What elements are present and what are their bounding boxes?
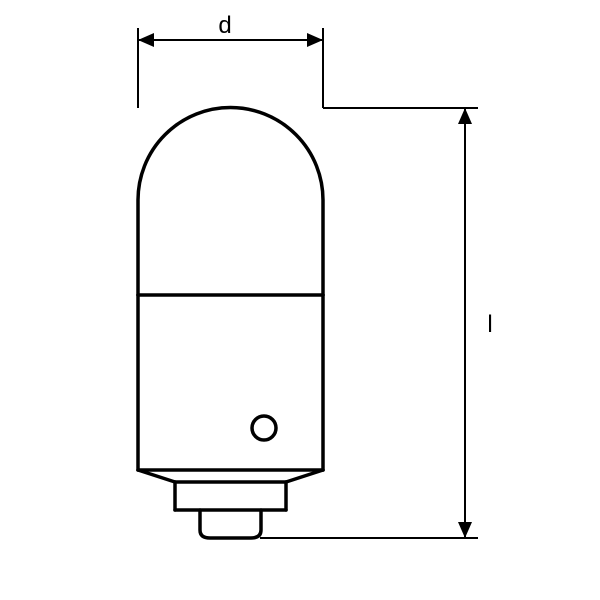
- dim-d-label: d: [218, 12, 231, 39]
- dimension-d: d: [138, 12, 323, 108]
- bulb-dimension-diagram: d l: [0, 0, 600, 600]
- dim-l-label: l: [487, 311, 492, 338]
- bulb-outline: [138, 108, 323, 538]
- dimension-l: l: [260, 108, 493, 538]
